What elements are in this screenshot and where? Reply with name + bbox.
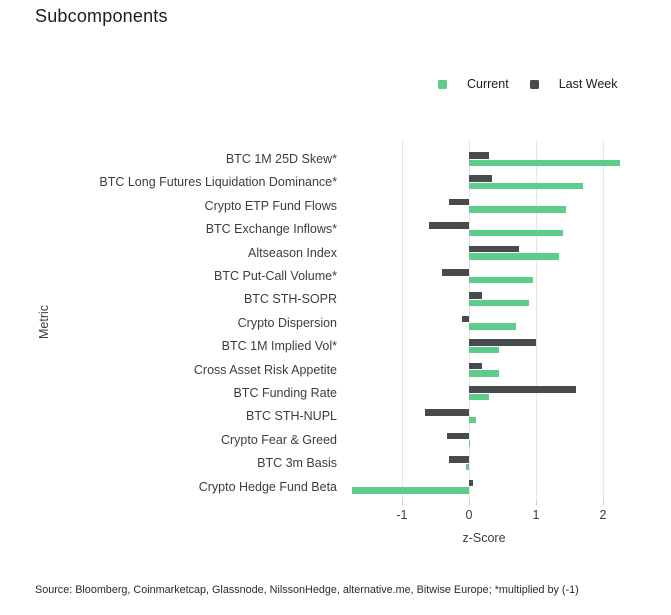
category-label: BTC 1M 25D Skew*: [225, 152, 337, 166]
x-axis-title: z-Score: [462, 531, 506, 545]
bar-last-week: [428, 222, 469, 229]
category-label: BTC Put-Call Volume*: [214, 269, 337, 283]
bar-current: [465, 463, 469, 471]
x-tickmark-1: [535, 500, 537, 505]
bar-last-week: [462, 315, 469, 323]
bar-current: [468, 440, 471, 447]
gridline--1: [401, 140, 403, 500]
category-label: Altseason Index: [248, 245, 337, 260]
bar-current: [468, 370, 500, 377]
page-title: Subcomponents: [35, 6, 168, 26]
bar-last-week: [468, 245, 520, 253]
category-label: Crypto Hedge Fund Beta: [198, 479, 337, 494]
x-tickmark-0: [468, 500, 470, 505]
category-label: Crypto Dispersion: [237, 315, 337, 330]
x-tickmark--1: [401, 500, 403, 505]
bar-current: [468, 182, 583, 190]
legend-last-week-label: Last Week: [558, 77, 618, 91]
legend-current-swatch: [438, 79, 447, 89]
bar-current: [468, 276, 533, 283]
x-tick-label--1: -1: [396, 508, 408, 522]
gridline-1: [535, 140, 537, 500]
bar-last-week: [448, 198, 469, 206]
category-label: Crypto ETP Fund Flows: [204, 198, 337, 213]
bar-last-week: [468, 152, 490, 159]
bar-chart-plot-area: [345, 140, 623, 505]
bar-current: [468, 159, 620, 166]
bar-current: [468, 253, 560, 260]
legend-last-week-swatch: [529, 79, 539, 89]
category-label: BTC 1M Implied Vol*: [221, 339, 337, 354]
bar-last-week: [468, 386, 577, 393]
category-label: BTC Funding Rate: [233, 386, 337, 400]
bar-current: [468, 323, 516, 330]
bar-last-week: [468, 362, 483, 370]
bar-current: [468, 206, 567, 213]
category-label: Cross Asset Risk Appetite: [193, 362, 337, 377]
bar-current: [351, 487, 469, 494]
bar-last-week: [468, 175, 493, 182]
bar-last-week: [468, 479, 473, 487]
category-label: Crypto Fear & Greed: [220, 432, 337, 447]
bar-current: [468, 393, 490, 400]
bar-last-week: [442, 269, 469, 276]
gridline-2: [602, 140, 604, 500]
bar-last-week: [446, 432, 469, 440]
category-label: BTC STH-SOPR: [243, 292, 337, 307]
legend-current-label: Current: [467, 77, 509, 91]
chart-legend: Current Last Week: [438, 76, 618, 92]
bar-current: [468, 229, 563, 237]
bar-current: [468, 416, 476, 424]
category-label: BTC STH-NUPL: [246, 409, 337, 424]
bar-current: [468, 346, 500, 354]
category-label: BTC Long Futures Liquidation Dominance*: [99, 175, 337, 190]
x-tickmark-2: [602, 500, 604, 505]
gridline-0: [468, 140, 470, 500]
x-tick-label-0: 0: [465, 508, 473, 522]
x-tick-label-2: 2: [599, 508, 607, 522]
x-tick-label-1: 1: [532, 508, 540, 522]
bar-current: [468, 299, 530, 307]
bar-last-week: [448, 456, 469, 463]
category-label: BTC Exchange Inflows*: [205, 222, 337, 237]
bar-last-week: [425, 409, 469, 416]
bar-last-week: [468, 292, 483, 299]
source-footnote: Source: Bloomberg, Coinmarketcap, Glassn…: [35, 584, 579, 596]
category-label: BTC 3m Basis: [257, 456, 337, 471]
bar-last-week: [468, 339, 536, 346]
